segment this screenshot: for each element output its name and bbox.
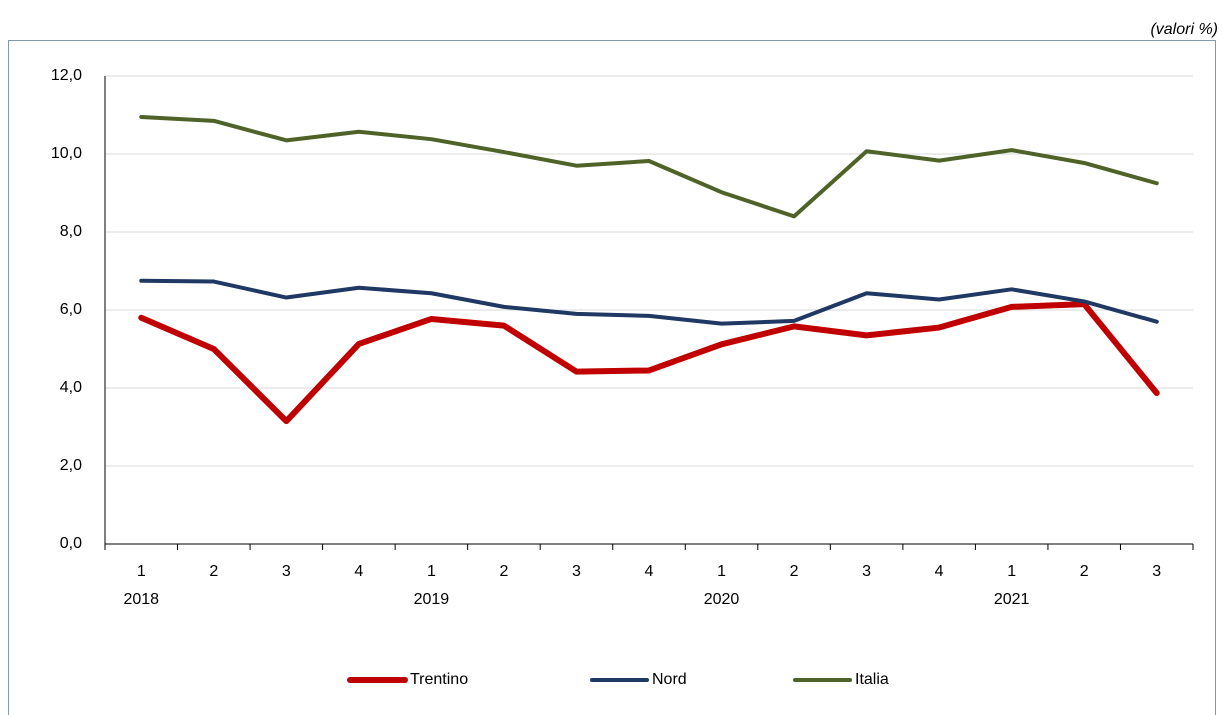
x-tick-label: 2	[209, 563, 218, 580]
line-series	[138, 301, 1160, 425]
line-series	[139, 278, 1159, 326]
x-tick-label: 4	[935, 563, 944, 580]
x-tick-label: 1	[717, 563, 726, 580]
chart-frame	[8, 40, 1216, 715]
x-tick-label: 3	[1152, 563, 1161, 580]
y-tick-label: 2,0	[60, 457, 82, 474]
x-tick-label: 3	[862, 563, 871, 580]
y-tick-label: 12,0	[51, 67, 82, 84]
x-tick-label: 2	[499, 563, 508, 580]
legend-label: Italia	[855, 671, 889, 688]
x-tick-label: 1	[427, 563, 436, 580]
y-tick-label: 10,0	[51, 145, 82, 162]
y-tick-label: 8,0	[60, 223, 82, 240]
x-group-label: 2020	[704, 591, 740, 608]
y-tick-label: 4,0	[60, 379, 82, 396]
x-group-label: 2019	[414, 591, 450, 608]
x-tick-label: 4	[645, 563, 654, 580]
x-tick-label: 1	[1007, 563, 1016, 580]
unit-note: (valori %)	[1150, 21, 1218, 38]
x-tick-label: 3	[282, 563, 291, 580]
x-tick-label: 1	[137, 563, 146, 580]
y-tick-label: 0,0	[60, 535, 82, 552]
line-series	[139, 114, 1159, 219]
legend-label: Nord	[652, 671, 687, 688]
x-group-label: 2021	[994, 591, 1030, 608]
x-tick-label: 3	[572, 563, 581, 580]
x-tick-label: 2	[1080, 563, 1089, 580]
x-group-label: 2018	[123, 591, 159, 608]
x-tick-label: 4	[354, 563, 363, 580]
y-tick-label: 6,0	[60, 301, 82, 318]
legend-label: Trentino	[410, 671, 468, 688]
x-tick-label: 2	[790, 563, 799, 580]
